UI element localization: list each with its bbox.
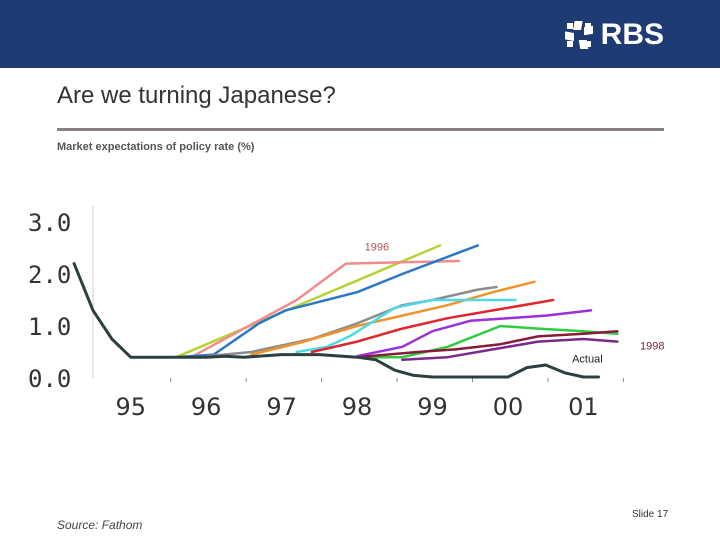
expectation-series-line [189, 259, 461, 359]
rbs-daisy-icon [564, 21, 593, 49]
x-tick-label: 98 [342, 393, 373, 421]
x-tick-label: 01 [568, 393, 599, 421]
expectation-series-line [310, 298, 555, 354]
annotation-1998: 1998 [640, 340, 664, 352]
x-tick-label: 95 [115, 393, 146, 421]
series-line-actual [72, 262, 600, 379]
title-divider [57, 128, 664, 131]
expectation-series-line [401, 337, 619, 362]
expectation-series-line [355, 329, 619, 359]
x-tick-label: 00 [493, 393, 524, 421]
y-tick-label: 3.0 [28, 209, 71, 237]
slide-number: Slide 17 [632, 509, 669, 520]
chart-subtitle: Market expectations of policy rate (%) [57, 141, 255, 153]
expectation-series-line [204, 285, 498, 358]
expectation-series-line [174, 244, 442, 359]
y-tick-label: 2.0 [28, 261, 71, 289]
annotation-actual: Actual [572, 353, 603, 365]
x-tick-label: 99 [417, 393, 448, 421]
brand-logo: RBS [563, 19, 664, 51]
brand-name: RBS [600, 18, 664, 51]
y-tick-label: 1.0 [28, 313, 71, 341]
annotation-1996: 1996 [365, 242, 389, 254]
x-tick-label: 96 [191, 393, 222, 421]
expectation-series-line [250, 280, 536, 356]
y-tick-label: 0.0 [28, 365, 71, 393]
expectation-series-line [355, 309, 593, 358]
slide-title: Are we turning Japanese? [57, 82, 336, 109]
x-tick-label: 97 [266, 393, 297, 421]
expectation-series-line [295, 298, 517, 354]
header-bar: RBS [0, 0, 720, 68]
expectation-series-line [355, 324, 619, 359]
source-note: Source: Fathom [57, 518, 143, 532]
